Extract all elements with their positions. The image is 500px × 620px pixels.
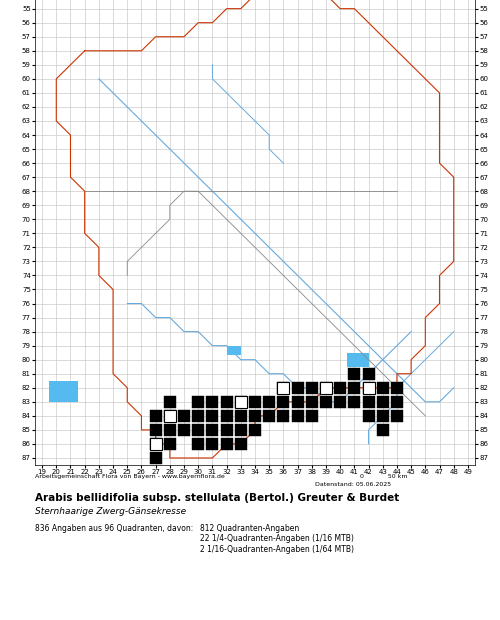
Bar	[306, 410, 318, 422]
Bar	[348, 396, 360, 408]
Bar	[334, 396, 346, 408]
Bar	[278, 382, 289, 394]
Bar	[249, 424, 261, 436]
Bar	[164, 438, 176, 450]
Bar	[391, 410, 403, 422]
Bar	[220, 396, 232, 408]
Bar	[249, 396, 261, 408]
Bar	[150, 410, 162, 422]
Bar	[320, 382, 332, 394]
Bar	[348, 353, 368, 366]
Bar	[220, 438, 232, 450]
Bar	[49, 381, 78, 402]
Text: 836 Angaben aus 96 Quadranten, davon:: 836 Angaben aus 96 Quadranten, davon:	[35, 524, 193, 533]
Text: 2 1/16-Quadranten-Angaben (1/64 MTB): 2 1/16-Quadranten-Angaben (1/64 MTB)	[200, 545, 354, 554]
Bar	[235, 396, 247, 408]
Text: Datenstand: 05.06.2025: Datenstand: 05.06.2025	[315, 482, 391, 487]
Text: 0            50 km: 0 50 km	[360, 474, 408, 479]
Bar	[362, 368, 374, 379]
Bar	[192, 410, 204, 422]
Bar	[178, 424, 190, 436]
Bar	[226, 345, 241, 355]
Bar	[263, 396, 275, 408]
Text: 22 1/4-Quadranten-Angaben (1/16 MTB): 22 1/4-Quadranten-Angaben (1/16 MTB)	[200, 534, 354, 544]
Bar	[164, 410, 176, 422]
Bar	[150, 424, 162, 436]
Bar	[334, 382, 346, 394]
Bar	[263, 410, 275, 422]
Bar	[164, 410, 176, 422]
Bar	[206, 424, 218, 436]
Bar	[348, 368, 360, 379]
Bar	[150, 438, 162, 450]
Bar	[292, 410, 304, 422]
Bar	[376, 396, 389, 408]
Text: 812 Quadranten-Angaben: 812 Quadranten-Angaben	[200, 524, 299, 533]
Bar	[164, 424, 176, 436]
Bar	[306, 396, 318, 408]
Bar	[178, 410, 190, 422]
Bar	[206, 410, 218, 422]
Text: Arabis bellidifolia subsp. stellulata (Bertol.) Greuter & Burdet: Arabis bellidifolia subsp. stellulata (B…	[35, 493, 399, 503]
Bar	[150, 438, 162, 450]
Bar	[376, 410, 389, 422]
Bar	[192, 424, 204, 436]
Bar	[391, 396, 403, 408]
Bar	[192, 438, 204, 450]
Bar	[362, 382, 374, 394]
Bar	[249, 410, 261, 422]
Bar	[220, 424, 232, 436]
Bar	[320, 382, 332, 394]
Bar	[206, 438, 218, 450]
Bar	[235, 396, 247, 408]
Bar	[206, 396, 218, 408]
Bar	[235, 410, 247, 422]
Bar	[220, 410, 232, 422]
Bar	[362, 396, 374, 408]
Bar	[376, 424, 389, 436]
Text: Sternhaarige Zwerg-Gänsekresse: Sternhaarige Zwerg-Gänsekresse	[35, 507, 186, 516]
Bar	[278, 410, 289, 422]
Bar	[348, 382, 360, 394]
Bar	[235, 438, 247, 450]
Bar	[278, 382, 289, 394]
Bar	[292, 396, 304, 408]
Bar	[306, 382, 318, 394]
Bar	[362, 410, 374, 422]
Bar	[391, 382, 403, 394]
Bar	[192, 396, 204, 408]
Text: Arbeitsgemeinschaft Flora von Bayern - www.bayernflora.de: Arbeitsgemeinschaft Flora von Bayern - w…	[35, 474, 225, 479]
Bar	[278, 396, 289, 408]
Bar	[376, 382, 389, 394]
Bar	[362, 382, 374, 394]
Bar	[235, 424, 247, 436]
Bar	[150, 452, 162, 464]
Bar	[164, 396, 176, 408]
Bar	[292, 382, 304, 394]
Bar	[320, 396, 332, 408]
